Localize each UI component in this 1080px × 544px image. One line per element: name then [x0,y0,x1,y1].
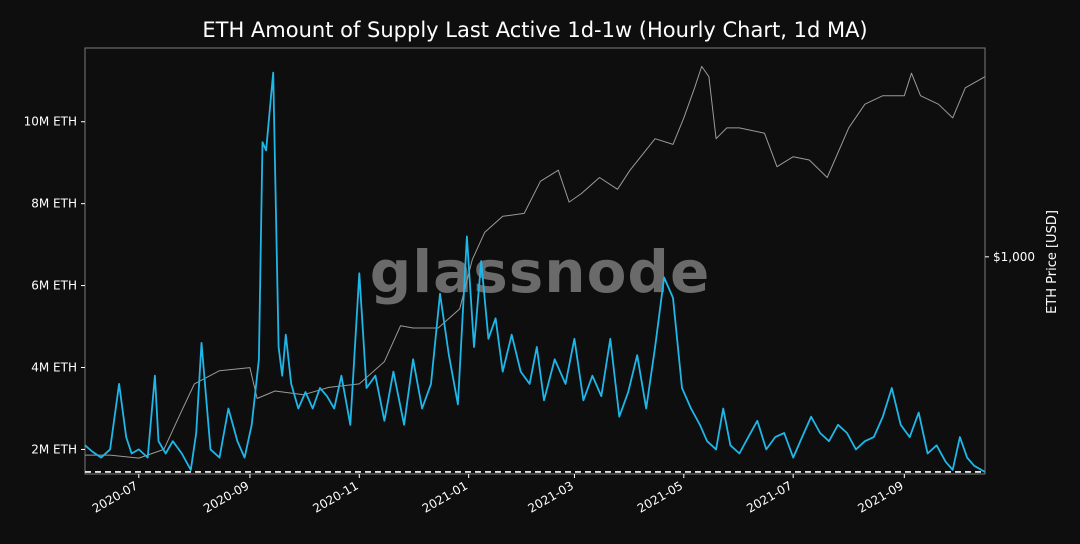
x-tick-label: 2021-09 [855,478,905,515]
y-left-tick-label: 8M ETH [31,197,77,211]
y-right-axis-label: ETH Price [USD] [1045,210,1060,314]
x-tick-label: 2020-09 [201,478,251,515]
x-tick-label: 2021-03 [526,478,576,515]
x-tick-label: 2020-11 [310,478,360,515]
y-right-tick-label: $1,000 [993,250,1035,264]
y-left-tick-label: 10M ETH [24,115,77,129]
chart-title: ETH Amount of Supply Last Active 1d-1w (… [202,18,867,42]
y-left-axis: 2M ETH 4M ETH 6M ETH 8M ETH 10M ETH [24,115,85,457]
y-left-tick-label: 2M ETH [31,442,77,456]
y-left-tick-label: 4M ETH [31,361,77,375]
watermark-logo: glassnode [370,238,711,306]
x-tick-label: 2021-05 [635,478,685,515]
x-tick-label: 2020-07 [90,478,140,515]
x-tick-label: 2021-01 [420,478,470,515]
x-tick-label: 2021-07 [744,478,794,515]
x-axis: 2020-07 2020-09 2020-11 2021-01 2021-03 2021-… [90,474,906,516]
y-right-axis: $1,000 [985,250,1035,264]
y-left-tick-label: 6M ETH [31,279,77,293]
